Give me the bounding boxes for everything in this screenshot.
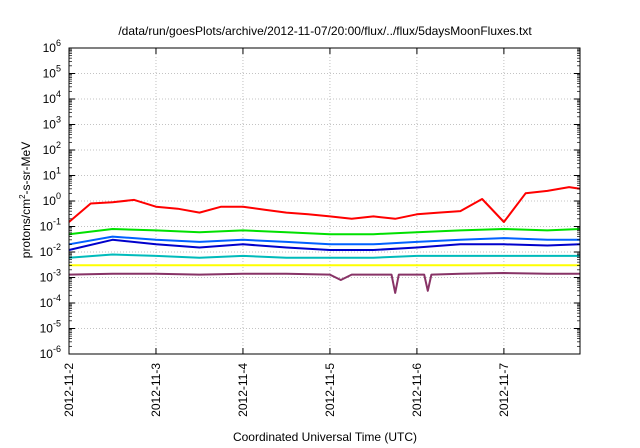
y-tick-base: 10 bbox=[43, 67, 57, 81]
x-tick-label: 2012-11-5 bbox=[323, 363, 337, 417]
y-tick-exponent: -5 bbox=[53, 319, 61, 329]
y-tick-label: 10-6 bbox=[40, 344, 61, 361]
y-tick-exponent: -2 bbox=[53, 242, 61, 252]
y-tick-exponent: 4 bbox=[56, 89, 61, 99]
y-tick-base: 10 bbox=[40, 245, 54, 259]
y-tick-base: 10 bbox=[40, 296, 54, 310]
x-tick-label: 2012-11-7 bbox=[497, 363, 511, 417]
x-tick-label: 2012-11-2 bbox=[62, 363, 76, 417]
x-tick-label: 2012-11-4 bbox=[236, 363, 250, 417]
y-axis-label: protons/cm2-s-sr-MeV bbox=[18, 142, 33, 258]
y-tick-label: 10-1 bbox=[40, 217, 61, 234]
series-line-7 bbox=[68, 272, 580, 294]
y-tick-base: 10 bbox=[43, 118, 57, 132]
y-tick-base: 10 bbox=[43, 143, 57, 157]
y-tick-exponent: 5 bbox=[56, 64, 61, 74]
y-tick-label: 101 bbox=[43, 166, 61, 183]
y-tick-label: 104 bbox=[43, 89, 61, 106]
y-tick-base: 10 bbox=[43, 92, 57, 106]
y-tick-exponent: 3 bbox=[56, 115, 61, 125]
y-axis-label-exponent: 2 bbox=[18, 194, 27, 199]
y-tick-exponent: 6 bbox=[56, 38, 61, 48]
series-lines bbox=[68, 186, 581, 294]
y-tick-label: 100 bbox=[43, 191, 61, 208]
y-tick-exponent: -4 bbox=[53, 293, 61, 303]
y-tick-label: 106 bbox=[43, 38, 61, 55]
y-tick-label: 105 bbox=[43, 64, 61, 81]
y-tick-exponent: -3 bbox=[53, 268, 61, 278]
y-axis-label-rest: -s-sr-MeV bbox=[19, 142, 33, 195]
x-axis-label: Coordinated Universal Time (UTC) bbox=[233, 430, 417, 444]
y-tick-label: 10-3 bbox=[40, 268, 61, 285]
y-tick-exponent: -6 bbox=[53, 344, 61, 354]
y-tick-exponent: 0 bbox=[56, 191, 61, 201]
x-tick-label: 2012-11-3 bbox=[149, 363, 163, 417]
y-tick-label: 103 bbox=[43, 115, 61, 132]
y-tick-base: 10 bbox=[40, 347, 54, 361]
y-tick-base: 10 bbox=[40, 220, 54, 234]
y-tick-label: 102 bbox=[43, 140, 61, 157]
y-tick-base: 10 bbox=[43, 169, 57, 183]
y-tick-base: 10 bbox=[40, 322, 54, 336]
y-tick-exponent: 2 bbox=[56, 140, 61, 150]
y-tick-label: 10-4 bbox=[40, 293, 61, 310]
x-tick-label: 2012-11-6 bbox=[410, 363, 424, 417]
y-tick-label: 10-2 bbox=[40, 242, 61, 259]
y-tick-exponent: 1 bbox=[56, 166, 61, 176]
x-axis-ticks: 2012-11-2 2012-11-3 2012-11-4 2012-11-5 2012… bbox=[62, 48, 511, 417]
series-line-4 bbox=[68, 235, 580, 246]
series-line-2 bbox=[68, 228, 581, 236]
series-line-5 bbox=[68, 253, 580, 259]
grid-lines bbox=[69, 48, 580, 354]
y-tick-exponent: -1 bbox=[53, 217, 61, 227]
y-axis-ticks: 10-610-510-410-310-210-11001011021031041… bbox=[40, 38, 580, 361]
y-tick-base: 10 bbox=[40, 271, 54, 285]
chart-title: /data/run/goesPlots/archive/2012-11-07/2… bbox=[118, 24, 532, 38]
y-tick-base: 10 bbox=[43, 194, 57, 208]
y-tick-base: 10 bbox=[43, 41, 57, 55]
y-tick-label: 10-5 bbox=[40, 319, 61, 336]
series-line-1 bbox=[68, 186, 581, 223]
series-line-3 bbox=[68, 238, 581, 251]
y-axis-label-unit: protons/cm bbox=[19, 199, 33, 258]
